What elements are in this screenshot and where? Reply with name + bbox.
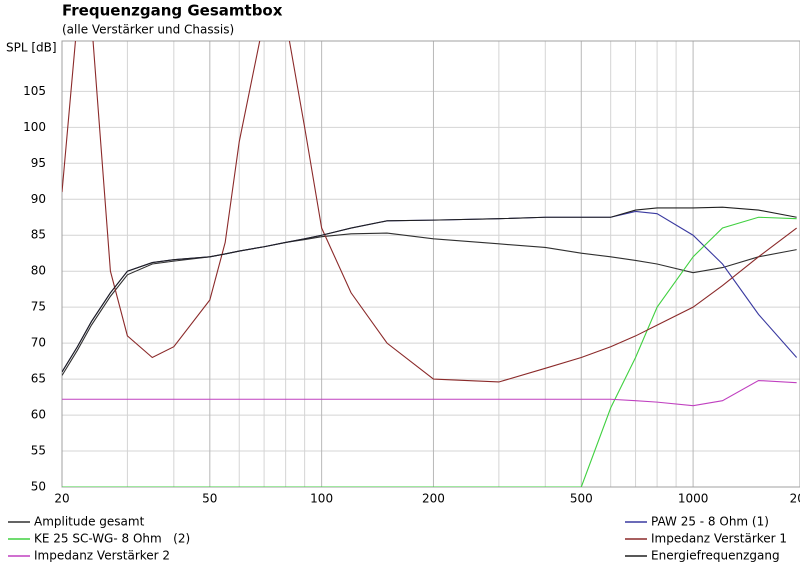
x-tick-label: 1000	[678, 492, 709, 506]
y-tick-label: 85	[31, 228, 46, 242]
x-tick-label: 200	[422, 492, 445, 506]
legend-label: Impedanz Verstärker 1	[651, 532, 787, 546]
plot-area	[62, 41, 798, 487]
y-tick-label: 50	[31, 480, 46, 494]
y-tick-label: 100	[23, 120, 46, 134]
x-tick-label: 20	[54, 492, 69, 506]
legend: Amplitude gesamt PAW 25 - 8 Ohm (1) KE 25 …	[8, 515, 787, 563]
y-tick-label: 55	[31, 444, 46, 458]
x-tick-label: 2000	[790, 492, 800, 506]
chart-subtitle: (alle Verstärker und Chassis)	[62, 23, 234, 37]
y-tick-label: 80	[31, 264, 46, 278]
y-tick-label: 70	[31, 336, 46, 350]
legend-label: Amplitude gesamt	[34, 515, 145, 529]
series-line	[62, 232, 797, 376]
legend-label: Energiefrequenzgang	[651, 549, 780, 563]
y-tick-label: 90	[31, 192, 46, 206]
legend-label: Impedanz Verstärker 2	[34, 549, 170, 563]
x-tick-label: 500	[570, 492, 593, 506]
y-tick-label: 60	[31, 408, 46, 422]
y-tick-label: 95	[31, 156, 46, 170]
grid: 50 55 60 65 70 75 80 85 90 95 100 105 20 50 100 200 500 1…	[23, 40, 800, 506]
series-line	[62, 216, 797, 487]
y-tick-label: 65	[31, 372, 46, 386]
legend-label: KE 25 SC-WG- 8 Ohm (2)	[34, 532, 190, 546]
series-line	[62, 206, 797, 373]
chart-title: Frequenzgang Gesamtbox	[62, 2, 283, 20]
x-tick-label: 50	[202, 492, 217, 506]
series-line	[62, 41, 797, 383]
y-tick-label: 75	[31, 300, 46, 314]
y-tick-label: 105	[23, 84, 46, 98]
legend-label: PAW 25 - 8 Ohm (1)	[651, 515, 769, 529]
x-tick-label: 100	[310, 492, 333, 506]
y-axis-label: SPL [dB]	[6, 41, 57, 55]
series-line	[62, 379, 797, 407]
